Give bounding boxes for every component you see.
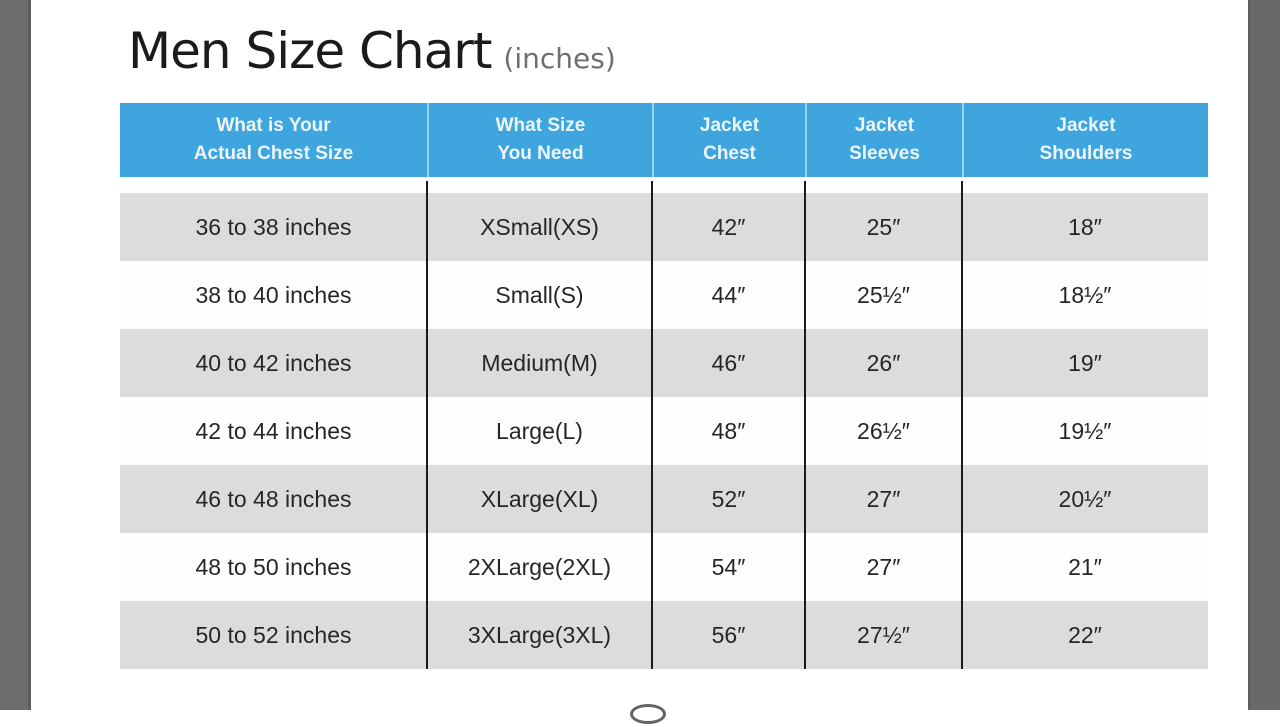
header-cell-label: Chest: [703, 143, 756, 164]
table-cell: XSmall(XS): [480, 213, 599, 240]
table-row: 48 to 50 inches 2XLarge(2XL) 54″ 27″ 21″: [120, 533, 1208, 601]
table-cell: 25″: [866, 213, 901, 240]
header-cell-label: What is Your: [216, 114, 331, 136]
table-cell: 18″: [1068, 213, 1102, 240]
header-cell-label: You Need: [497, 143, 584, 164]
table-cell: 52″: [711, 485, 746, 512]
table-body: 36 to 38 inches XSmall(XS) 42″ 25″ 18″ 38 to …: [120, 193, 1208, 669]
header-cell-label: Jacket: [1056, 114, 1116, 136]
table-row: 38 to 40 inches Small(S) 44″ 25½″ 18½″: [120, 261, 1208, 329]
table-row: 40 to 42 inches Medium(M) 46″ 26″ 19″: [120, 329, 1208, 397]
table-row: 46 to 48 inches XLarge(XL) 52″ 27″ 20½″: [120, 465, 1208, 533]
header-cell: Jacket Sleeves: [805, 103, 962, 177]
column-divider-line: [804, 181, 806, 669]
header-cell-label: Actual Chest Size: [193, 143, 354, 164]
cutoff-shape-bottom: [630, 704, 666, 724]
table-cell: 21″: [1068, 553, 1102, 580]
table-cell: 26″: [866, 349, 901, 376]
table-cell: 54″: [711, 553, 746, 580]
header-cell-label: Sleeves: [849, 143, 920, 164]
table-row: 36 to 38 inches XSmall(XS) 42″ 25″ 18″: [120, 193, 1208, 261]
table-cell: XLarge(XL): [480, 485, 599, 512]
page-title: Men Size Chart (inches): [128, 22, 616, 80]
table-cell: 42″: [711, 213, 746, 240]
table-cell: 18½″: [1058, 281, 1112, 308]
table-cell: 20½″: [1058, 485, 1112, 512]
size-chart-table: What is Your Actual Chest Size What Size Yo…: [120, 103, 1208, 669]
header-cell: Jacket Shoulders: [962, 103, 1208, 177]
table-cell: Medium(M): [481, 349, 598, 376]
table-cell: 46 to 48 inches: [195, 485, 352, 512]
table-cell: 38 to 40 inches: [195, 281, 352, 308]
table-cell: 42 to 44 inches: [195, 417, 352, 444]
left-letterbox-band: [0, 0, 31, 710]
column-divider-line: [426, 181, 428, 669]
table-cell: Large(L): [496, 417, 583, 444]
table-cell: 26½″: [857, 417, 910, 444]
column-divider-line: [651, 181, 653, 669]
table-cell: 27½″: [857, 621, 910, 648]
column-divider-line: [961, 181, 963, 669]
header-cell: What Size You Need: [427, 103, 652, 177]
table-cell: 48 to 50 inches: [195, 553, 352, 580]
table-cell: 19½″: [1058, 417, 1112, 444]
header-cell-label: Jacket: [699, 114, 760, 136]
table-cell: 2XLarge(2XL): [467, 553, 612, 580]
table-row: 42 to 44 inches Large(L) 48″ 26½″ 19½″: [120, 397, 1208, 465]
table-cell: 40 to 42 inches: [195, 349, 352, 376]
header-cell-label: Shoulders: [1039, 143, 1133, 164]
title-text: Men Size Chart: [128, 22, 492, 80]
table-row: 50 to 52 inches 3XLarge(3XL) 56″ 27½″ 22″: [120, 601, 1208, 669]
table-cell: 19″: [1068, 349, 1102, 376]
right-letterbox-band: [1248, 0, 1280, 710]
table-cell: 36 to 38 inches: [195, 213, 352, 240]
table-cell: 3XLarge(3XL): [467, 621, 612, 648]
header-cell-label: Jacket: [854, 114, 915, 136]
table-cell: 56″: [711, 621, 746, 648]
table-header-row: What is Your Actual Chest Size What Size Yo…: [120, 103, 1208, 177]
table-cell: 27″: [866, 485, 901, 512]
table-cell: 48″: [711, 417, 746, 444]
header-cell: Jacket Chest: [652, 103, 805, 177]
table-cell: 46″: [711, 349, 746, 376]
title-unit-suffix: (inches): [503, 42, 616, 75]
table-cell: 27″: [866, 553, 901, 580]
table-cell: 22″: [1068, 621, 1102, 648]
table-cell: 50 to 52 inches: [195, 621, 352, 648]
header-cell-label: What Size: [495, 114, 586, 136]
header-cell: What is Your Actual Chest Size: [120, 103, 427, 177]
table-cell: 25½″: [857, 281, 910, 308]
table-cell: 44″: [711, 281, 746, 308]
table-cell: Small(S): [495, 281, 584, 308]
